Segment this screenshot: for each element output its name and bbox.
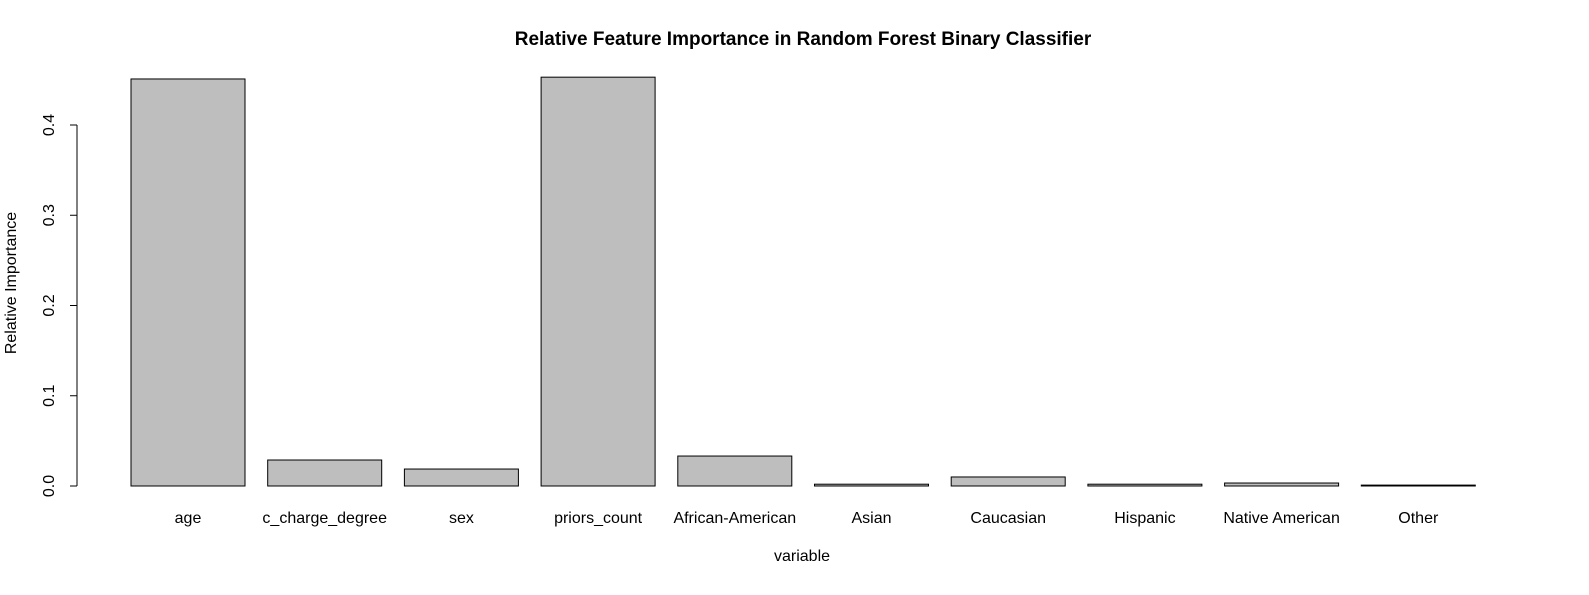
- y-tick-label: 0.1: [41, 385, 58, 407]
- bar: [540, 76, 656, 487]
- x-tick-label: Caucasian: [970, 510, 1046, 527]
- bar: [950, 476, 1066, 487]
- bar: [1087, 483, 1203, 487]
- x-tick-label: priors_count: [554, 510, 643, 527]
- x-tick-label: age: [175, 510, 202, 527]
- y-axis-label: Relative Importance: [3, 212, 20, 354]
- bar: [1360, 484, 1476, 487]
- bar: [130, 78, 246, 487]
- y-tick-label: 0.2: [41, 294, 58, 316]
- y-tick-label: 0.4: [41, 114, 58, 136]
- bar: [677, 455, 793, 487]
- y-tick-label: 0.0: [41, 475, 58, 497]
- x-tick-label: Other: [1398, 510, 1439, 527]
- x-tick-label: African-American: [673, 510, 796, 527]
- y-tick-label: 0.3: [41, 204, 58, 226]
- x-tick-label: Asian: [851, 510, 891, 527]
- x-axis-label: variable: [774, 548, 830, 565]
- x-tick-label: Hispanic: [1114, 510, 1175, 527]
- chart-title: Relative Feature Importance in Random Fo…: [515, 29, 1092, 50]
- x-tick-label: c_charge_degree: [262, 510, 387, 527]
- x-tick-label: Native American: [1223, 510, 1340, 527]
- bar: [403, 468, 519, 487]
- x-tick-label: sex: [449, 510, 474, 527]
- bar: [267, 459, 383, 487]
- bar: [814, 483, 929, 487]
- bar: [1224, 482, 1340, 487]
